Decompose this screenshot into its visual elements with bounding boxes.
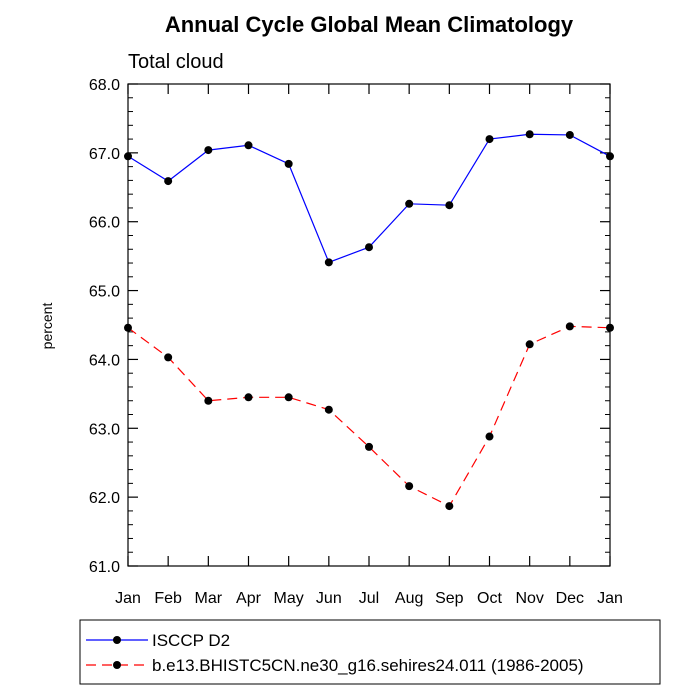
data-point (124, 323, 132, 332)
data-point (606, 152, 614, 161)
data-point (485, 432, 494, 441)
legend-item: ISCCP D2 (86, 631, 230, 650)
legend-item: b.e13.BHISTC5CN.ne30_g16.sehires24.011 (… (86, 656, 584, 675)
data-point (525, 340, 534, 349)
y-tick-label: 66.0 (89, 215, 120, 232)
data-point (365, 442, 373, 451)
data-point (284, 159, 293, 168)
series-layer (124, 130, 614, 511)
x-tick-label: Sep (435, 590, 464, 607)
data-point (244, 141, 253, 150)
x-tick-label: Aug (395, 590, 423, 607)
x-tick-label: Jul (359, 590, 379, 607)
x-tick-label: May (274, 590, 304, 607)
data-point (565, 130, 574, 139)
data-point (365, 243, 373, 252)
x-tick-label: Jan (597, 590, 623, 607)
data-point (405, 199, 414, 208)
data-point (445, 502, 454, 511)
legend-marker (113, 636, 121, 644)
legend-marker (113, 661, 121, 669)
data-point (164, 353, 173, 362)
y-tick-label: 68.0 (89, 77, 120, 94)
y-tick-label: 67.0 (89, 146, 120, 163)
y-axis-label: percent (39, 303, 55, 350)
data-point (405, 482, 414, 491)
legend: ISCCP D2 b.e13.BHISTC5CN.ne30_g16.sehires… (79, 619, 661, 685)
data-point (284, 393, 293, 402)
series-2 (124, 322, 614, 511)
y-tick-label: 64.0 (89, 352, 120, 369)
legend-label: ISCCP D2 (152, 631, 230, 650)
chart-subtitle: Total cloud (128, 51, 224, 73)
data-point (606, 323, 614, 332)
x-tick-label: Nov (515, 590, 543, 607)
x-tick-label: Apr (236, 590, 262, 607)
x-tick-label: Mar (195, 590, 223, 607)
y-axis-ticks: 61.0 62.0 63.0 64.0 65.0 66.0 67.0 68.0 (89, 77, 610, 576)
x-tick-label: Dec (556, 590, 584, 607)
x-tick-label: Oct (477, 590, 502, 607)
y-tick-label: 61.0 (89, 559, 120, 576)
data-point (164, 177, 173, 186)
data-point (204, 146, 213, 155)
x-tick-label: Jan (115, 590, 141, 607)
series-1 (124, 130, 614, 267)
x-axis-ticks: Jan Feb Mar Apr May Jun Jul Aug Sep Oct Nov Dec Jan (115, 84, 623, 607)
data-point (525, 130, 534, 139)
data-point (324, 405, 333, 414)
data-point (445, 201, 454, 210)
series-line (127, 133, 611, 264)
x-tick-label: Jun (316, 590, 342, 607)
series-line (127, 325, 611, 507)
data-point (244, 393, 253, 402)
y-tick-label: 65.0 (89, 284, 120, 301)
y-tick-label: 63.0 (89, 421, 120, 438)
x-tick-label: Feb (154, 590, 182, 607)
chart-title: Annual Cycle Global Mean Climatology (165, 12, 574, 37)
legend-items: ISCCP D2 b.e13.BHISTC5CN.ne30_g16.sehires… (86, 631, 584, 675)
data-point (204, 396, 213, 405)
legend-box (79, 619, 661, 685)
data-point (485, 135, 494, 144)
data-point (324, 258, 333, 267)
y-tick-label: 62.0 (89, 490, 120, 507)
legend-label: b.e13.BHISTC5CN.ne30_g16.sehires24.011 (… (152, 656, 584, 675)
data-point (124, 152, 132, 161)
data-point (565, 322, 574, 331)
